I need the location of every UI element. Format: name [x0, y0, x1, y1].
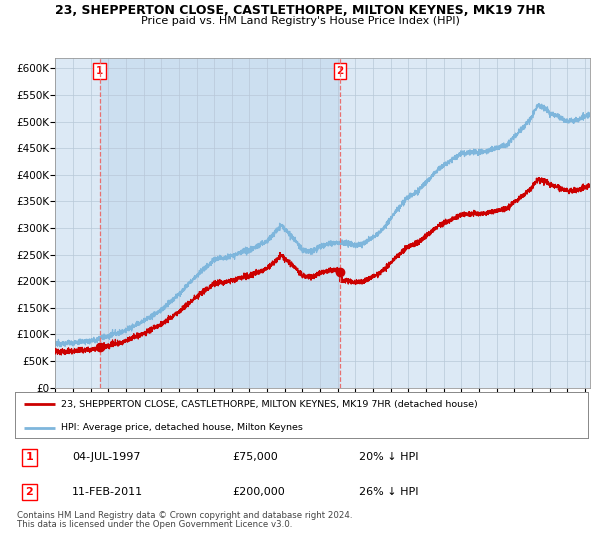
Text: 20% ↓ HPI: 20% ↓ HPI: [359, 452, 418, 462]
Text: Price paid vs. HM Land Registry's House Price Index (HPI): Price paid vs. HM Land Registry's House …: [140, 16, 460, 26]
Text: £75,000: £75,000: [233, 452, 278, 462]
Text: 23, SHEPPERTON CLOSE, CASTLETHORPE, MILTON KEYNES, MK19 7HR: 23, SHEPPERTON CLOSE, CASTLETHORPE, MILT…: [55, 4, 545, 17]
Text: 04-JUL-1997: 04-JUL-1997: [73, 452, 141, 462]
Text: 11-FEB-2011: 11-FEB-2011: [73, 487, 143, 497]
Text: 23, SHEPPERTON CLOSE, CASTLETHORPE, MILTON KEYNES, MK19 7HR (detached house): 23, SHEPPERTON CLOSE, CASTLETHORPE, MILT…: [61, 400, 478, 409]
Text: 2: 2: [336, 66, 343, 76]
Text: This data is licensed under the Open Government Licence v3.0.: This data is licensed under the Open Gov…: [17, 520, 292, 529]
Text: 1: 1: [96, 66, 103, 76]
Text: Contains HM Land Registry data © Crown copyright and database right 2024.: Contains HM Land Registry data © Crown c…: [17, 511, 352, 520]
Text: £200,000: £200,000: [233, 487, 286, 497]
Text: 1: 1: [25, 452, 33, 462]
Text: HPI: Average price, detached house, Milton Keynes: HPI: Average price, detached house, Milt…: [61, 423, 303, 432]
Bar: [100, 58, 340, 388]
Text: 2: 2: [25, 487, 33, 497]
Text: 26% ↓ HPI: 26% ↓ HPI: [359, 487, 418, 497]
